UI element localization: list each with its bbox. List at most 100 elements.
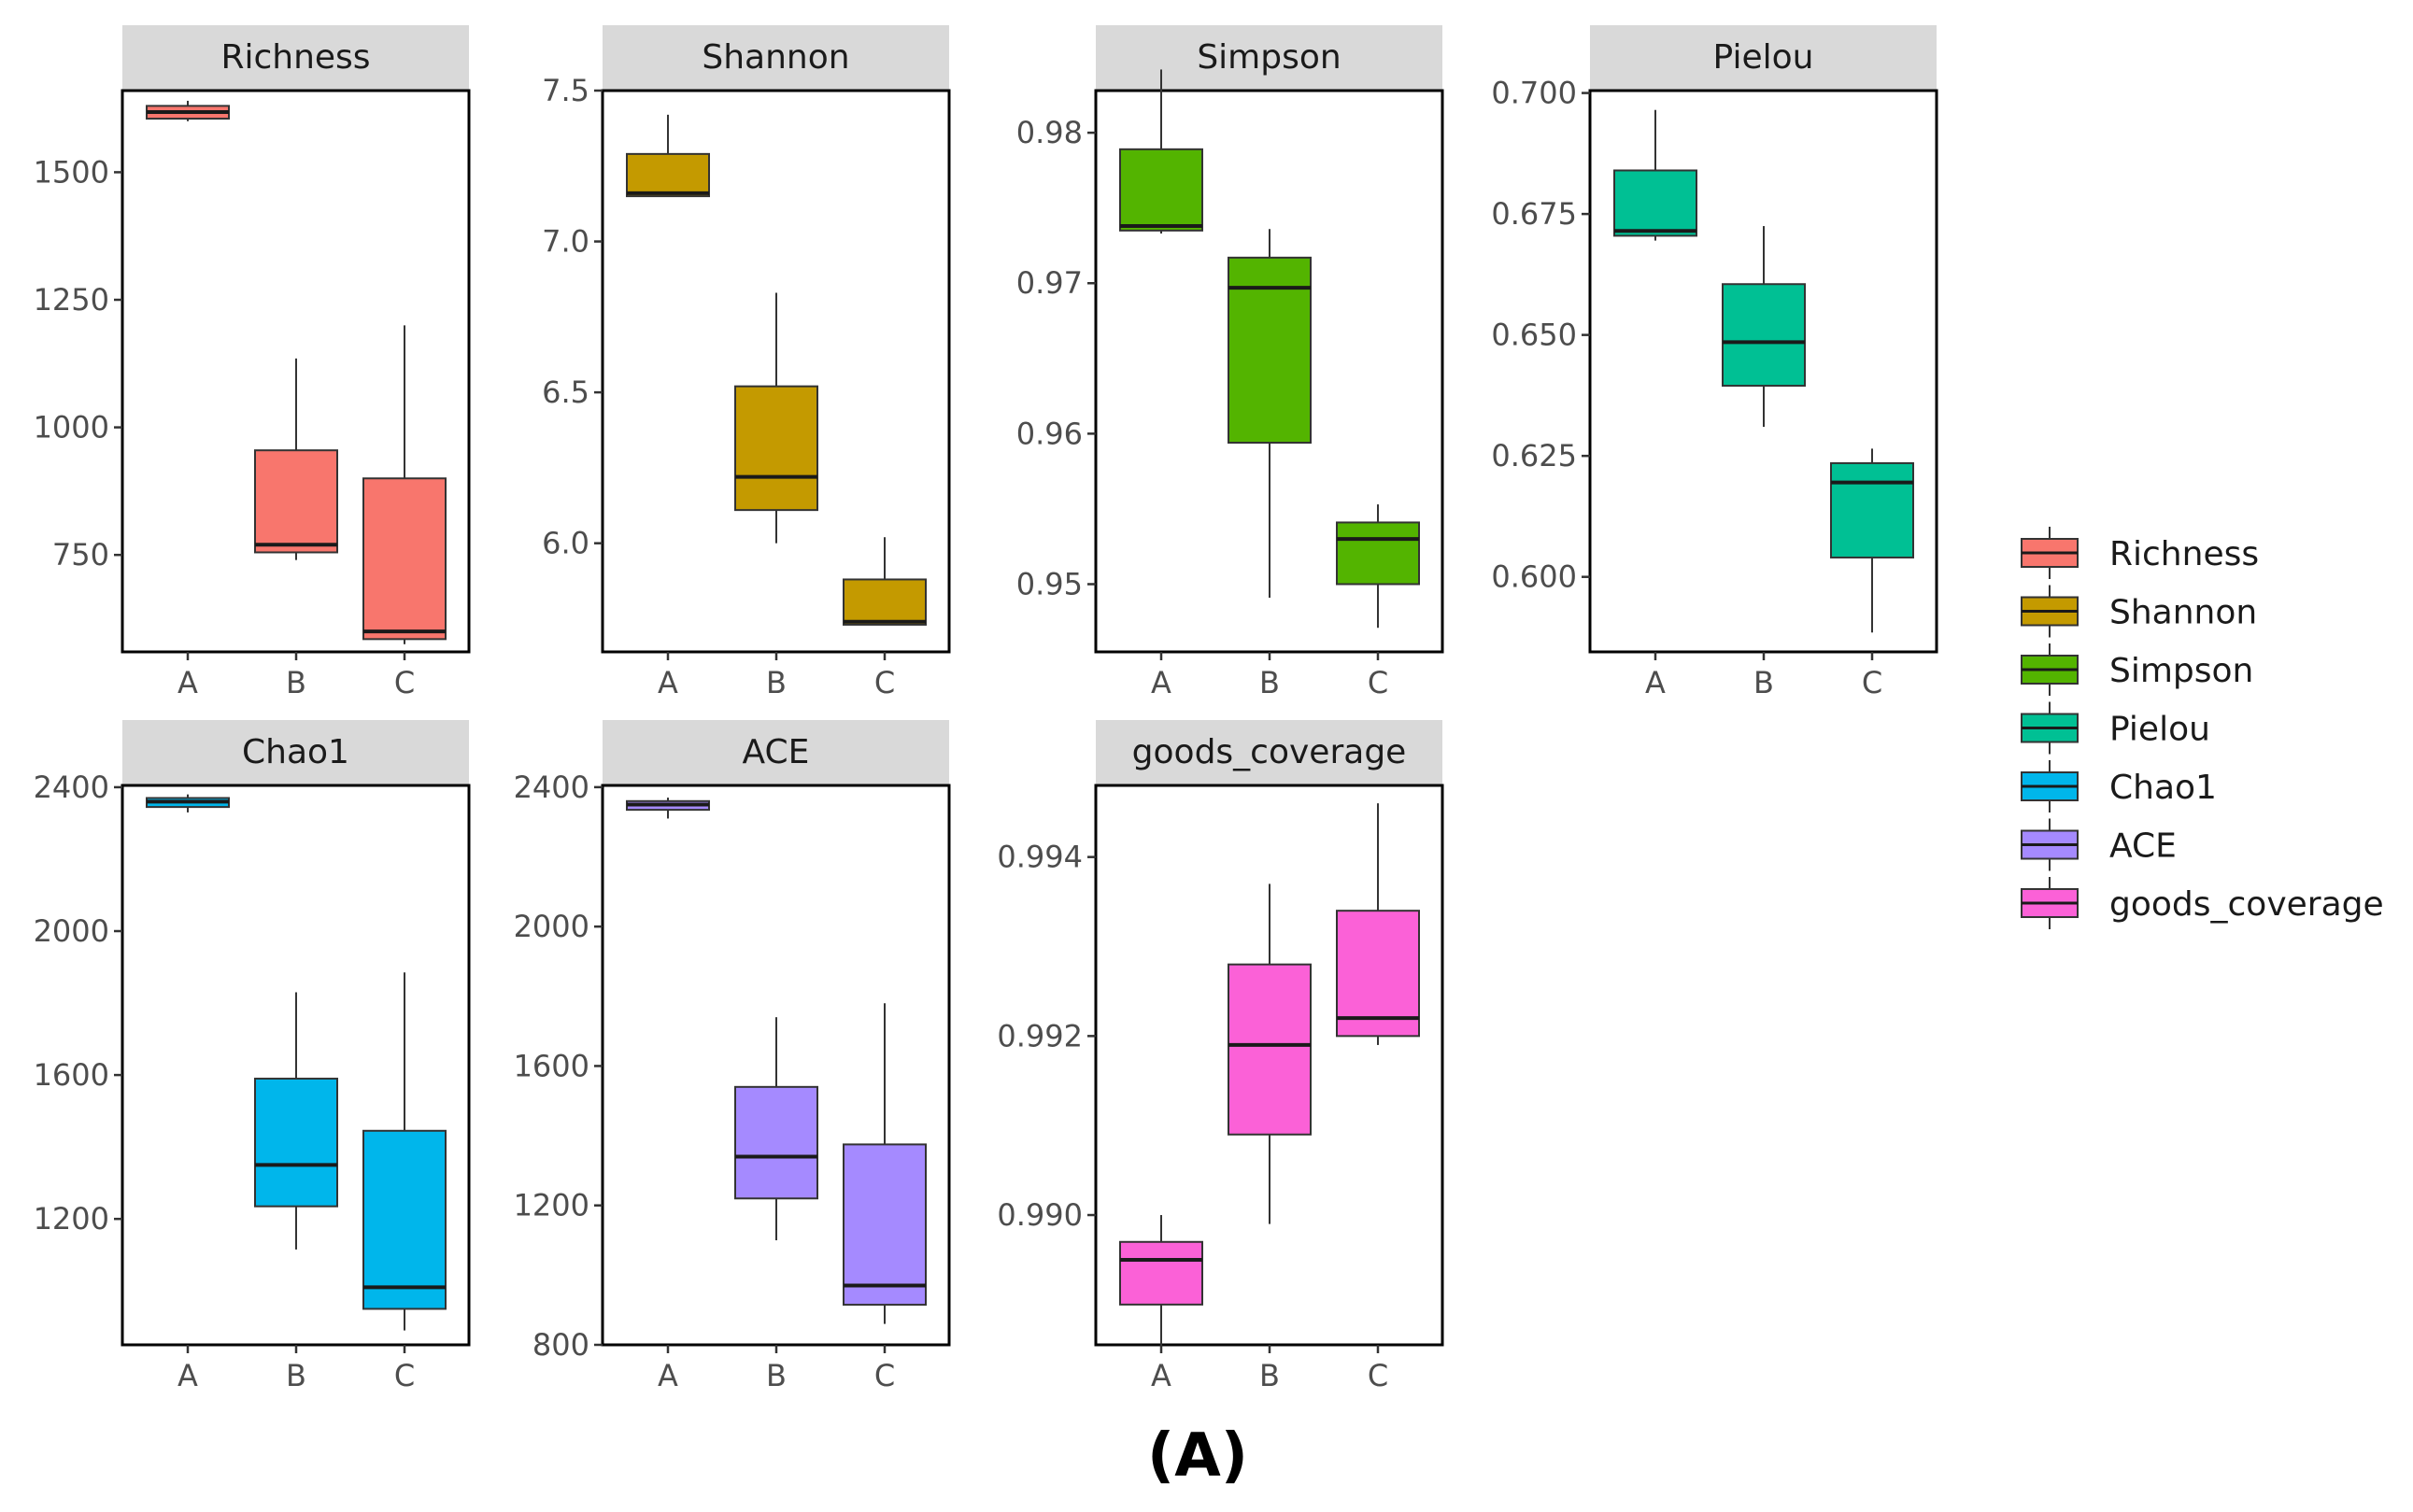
panel-chao1: Chao1 1200 1600 2000 2400 A B C xyxy=(34,720,471,1393)
y-tick-label-chao1-0: 1200 xyxy=(34,1201,109,1236)
legend-entry-goods-coverage: goods_coverage xyxy=(2021,877,2384,929)
strip-pielou xyxy=(1590,25,1937,91)
box-body xyxy=(626,152,710,198)
box-ace-b xyxy=(734,1017,818,1241)
panel-simpson: Simpson 0.95 0.96 0.97 0.98 A B C xyxy=(1016,25,1444,700)
box-pielou-c xyxy=(1830,448,1914,633)
strip-label-simpson: Simpson xyxy=(1197,38,1341,77)
x-tick-label-goods-coverage-c: C xyxy=(1368,1358,1388,1393)
box-body xyxy=(1228,963,1312,1136)
box-simpson-c xyxy=(1336,504,1420,629)
box-body xyxy=(734,1085,818,1200)
panel-ace: ACE 800 1200 1600 2000 2400 A B C xyxy=(514,720,951,1393)
box-chao1-a xyxy=(146,794,230,813)
strip-label-goods-coverage: goods_coverage xyxy=(1132,733,1407,771)
box-body xyxy=(362,1129,447,1310)
y-tick-label-pielou-2: 0.650 xyxy=(1491,318,1577,353)
y-tick-label-ace-4: 2400 xyxy=(514,770,589,805)
x-tick-label-ace-b: B xyxy=(766,1358,787,1393)
x-tick-label-ace-a: A xyxy=(658,1358,678,1393)
box-body xyxy=(843,1143,927,1307)
strip-richness xyxy=(122,25,469,91)
y-tick-label-simpson-0: 0.95 xyxy=(1016,566,1083,601)
y-tick-label-shannon-3: 7.5 xyxy=(542,73,589,108)
strip-chao1 xyxy=(122,720,469,785)
box-ace-c xyxy=(843,1003,927,1324)
x-tick-label-pielou-c: C xyxy=(1862,665,1882,700)
box-body xyxy=(1722,283,1806,388)
x-tick-label-ace-c: C xyxy=(874,1358,895,1393)
figure-caption: (A) xyxy=(1147,1421,1248,1491)
box-body xyxy=(843,578,927,626)
box-shannon-c xyxy=(843,537,927,626)
box-body xyxy=(254,1077,338,1208)
y-tick-label-chao1-1: 1600 xyxy=(34,1057,109,1093)
panel-shannon: Shannon 6.0 6.5 7.0 7.5 A B C xyxy=(542,25,951,700)
strip-ace xyxy=(603,720,949,785)
box-ace-a xyxy=(626,798,710,819)
panel-pielou: Pielou 0.600 0.625 0.650 0.675 0.700 A B C xyxy=(1491,25,1938,700)
box-body xyxy=(1119,1240,1203,1306)
box-richness-a xyxy=(146,100,230,121)
box-body xyxy=(1336,910,1420,1038)
box-body xyxy=(254,449,338,554)
box-body xyxy=(1119,148,1203,232)
x-tick-label-shannon-c: C xyxy=(874,665,895,700)
y-tick-label-richness-0: 750 xyxy=(52,537,109,572)
x-tick-label-simpson-a: A xyxy=(1151,665,1171,700)
legend-label: Pielou xyxy=(2109,711,2210,749)
legend-label: Chao1 xyxy=(2109,769,2217,807)
y-tick-label-goods-coverage-1: 0.992 xyxy=(997,1018,1083,1053)
y-tick-label-richness-3: 1500 xyxy=(34,154,109,190)
strip-simpson xyxy=(1096,25,1442,91)
y-tick-label-pielou-1: 0.625 xyxy=(1491,438,1577,473)
y-tick-label-pielou-0: 0.600 xyxy=(1491,559,1577,595)
strip-shannon xyxy=(603,25,949,91)
x-tick-label-chao1-a: A xyxy=(177,1358,198,1393)
strip-label-shannon: Shannon xyxy=(702,38,849,77)
box-pielou-b xyxy=(1722,226,1806,428)
box-chao1-c xyxy=(362,972,447,1331)
y-tick-label-simpson-1: 0.96 xyxy=(1016,416,1083,451)
x-tick-label-goods-coverage-b: B xyxy=(1259,1358,1280,1393)
strip-label-chao1: Chao1 xyxy=(242,733,349,771)
y-tick-label-chao1-2: 2000 xyxy=(34,913,109,949)
legend-label: Shannon xyxy=(2109,594,2257,632)
x-tick-label-simpson-b: B xyxy=(1259,665,1280,700)
x-tick-label-chao1-b: B xyxy=(286,1358,306,1393)
y-tick-label-pielou-3: 0.675 xyxy=(1491,196,1577,232)
box-goods-coverage-a xyxy=(1119,1215,1203,1349)
box-body xyxy=(362,477,447,641)
x-tick-label-pielou-b: B xyxy=(1753,665,1774,700)
box-pielou-a xyxy=(1613,109,1697,241)
legend-entry-simpson: Simpson xyxy=(2021,643,2253,696)
legend-entry-ace: ACE xyxy=(2021,818,2177,871)
x-tick-label-richness-a: A xyxy=(177,665,198,700)
box-goods-coverage-c xyxy=(1336,803,1420,1045)
box-body xyxy=(1830,461,1914,558)
x-tick-label-simpson-c: C xyxy=(1368,665,1388,700)
x-tick-label-pielou-a: A xyxy=(1645,665,1666,700)
y-tick-label-simpson-3: 0.98 xyxy=(1016,115,1083,150)
y-tick-label-richness-2: 1250 xyxy=(34,282,109,318)
box-shannon-b xyxy=(734,292,818,544)
y-tick-label-goods-coverage-0: 0.990 xyxy=(997,1197,1083,1233)
box-body xyxy=(734,385,818,512)
box-body xyxy=(1613,169,1697,237)
legend-entry-chao1: Chao1 xyxy=(2021,760,2217,813)
box-body xyxy=(1228,256,1312,445)
legend-label: goods_coverage xyxy=(2109,885,2384,924)
y-tick-label-shannon-1: 6.5 xyxy=(542,374,589,410)
box-shannon-a xyxy=(626,114,710,198)
strip-label-richness: Richness xyxy=(220,38,370,77)
y-tick-label-goods-coverage-2: 0.994 xyxy=(997,840,1083,875)
y-tick-label-shannon-0: 6.0 xyxy=(542,526,589,561)
facet-panels: Richness 750 1000 1250 1500 A B C Shannon 6.0 6.5 7… xyxy=(34,25,1938,1393)
strip-label-ace: ACE xyxy=(743,733,810,771)
y-tick-label-ace-2: 1600 xyxy=(514,1048,589,1083)
legend: Richness Shannon Simpson Pielou Chao1 ACE good… xyxy=(2021,527,2384,929)
panel-richness: Richness 750 1000 1250 1500 A B C xyxy=(34,25,471,700)
legend-entry-richness: Richness xyxy=(2021,527,2259,579)
box-richness-c xyxy=(362,325,447,644)
